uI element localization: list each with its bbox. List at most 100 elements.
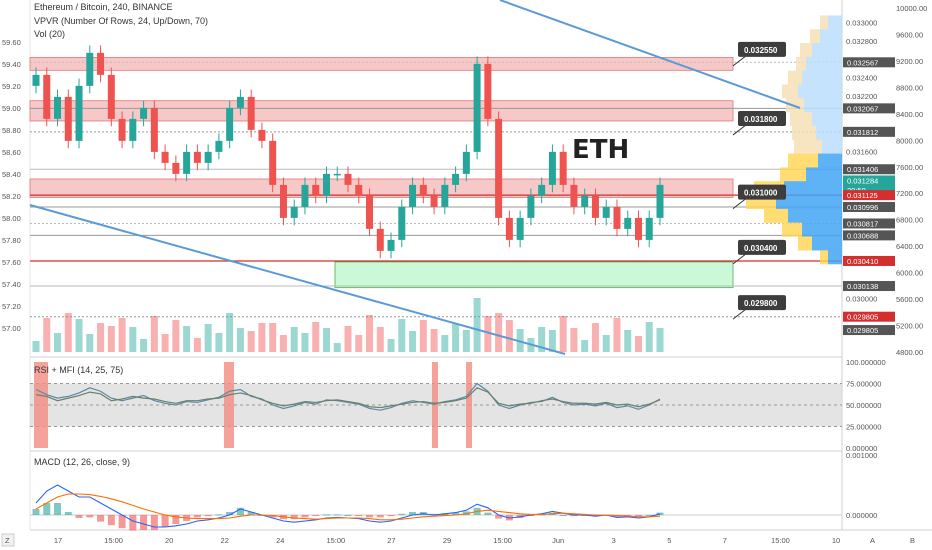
macd-hist-3 <box>64 512 72 515</box>
macd-hist-49 <box>559 515 567 516</box>
candle-body-32 <box>376 228 384 251</box>
left-tick-0: 59.60 <box>2 38 21 47</box>
price-tag-box-4 <box>843 175 895 186</box>
vp-row-down-4 <box>802 70 842 85</box>
candle-body-2 <box>54 96 62 119</box>
left-tick-5: 58.60 <box>2 148 21 157</box>
price-tag-box-12 <box>843 311 895 322</box>
vp-row-up-15 <box>782 222 802 237</box>
timezone-badge[interactable] <box>1 533 15 547</box>
candle-body-4 <box>75 85 83 141</box>
volume-bar-42 <box>484 316 492 352</box>
candle-body-57 <box>645 217 653 240</box>
macd-hist-7 <box>107 515 115 526</box>
log-scale-button[interactable]: B <box>910 536 915 545</box>
volume-bar-53 <box>602 335 610 352</box>
time-tick-12: 7 <box>723 536 727 545</box>
volume-profile-layer <box>746 15 842 265</box>
price-tag-label-4: 0.031284 <box>847 176 878 185</box>
macd-hist-4 <box>75 515 83 518</box>
left-tick-10: 57.60 <box>2 258 21 267</box>
vp-row-down-7 <box>812 112 842 127</box>
volume-tick-0: 10000.00 <box>896 4 927 13</box>
vpvr-label[interactable]: VPVR (Number Of Rows, 24, Up/Down, 70) <box>34 16 208 26</box>
left-tick-6: 58.40 <box>2 170 21 179</box>
candle-body-9 <box>129 118 137 141</box>
candle-body-24 <box>290 206 298 218</box>
price-tag-box-6 <box>843 190 895 201</box>
macd-label[interactable]: MACD (12, 26, close, 9) <box>34 457 130 467</box>
volume-bar-25 <box>301 333 309 352</box>
callout-pointer-2 <box>732 198 747 210</box>
volume-bar-33 <box>387 339 395 352</box>
time-tick-11: 5 <box>667 536 671 545</box>
time-tick-5: 15:00 <box>326 536 345 545</box>
auto-scale-button[interactable]: A <box>870 536 875 545</box>
candle-body-55 <box>624 217 632 229</box>
macd-hist-56 <box>634 515 642 517</box>
macd-hist-17 <box>215 514 223 516</box>
candle-body-26 <box>312 184 320 196</box>
vp-row-down-17 <box>828 250 842 265</box>
timezone-badge-label: Z <box>5 536 10 545</box>
macd-hist-30 <box>355 515 363 516</box>
volume-bar-52 <box>591 323 599 352</box>
price-tag-label-1: 0.032067 <box>847 104 878 113</box>
volume-tick-2: 9200.00 <box>896 57 923 66</box>
macd-hist-29 <box>344 515 352 516</box>
macd-hist-8 <box>118 515 126 529</box>
volume-bar-40 <box>462 330 470 352</box>
candle-body-42 <box>484 63 492 119</box>
macd-hist-55 <box>624 515 632 516</box>
rsi-tick-2: 50.000000 <box>846 401 881 410</box>
macd-hist-16 <box>204 515 212 517</box>
volume-bar-13 <box>172 320 180 352</box>
time-axis[interactable]: 17 15:00 20 22 24 15:00 27 29 15:00 Jun 3 5 7 15:00 10 <box>54 536 840 545</box>
candle-body-34 <box>398 206 406 240</box>
volume-tick-12: 5200.00 <box>896 322 923 331</box>
price-tag-label-11: 0.030138 <box>847 282 878 291</box>
volume-bar-34 <box>398 319 406 352</box>
vp-row-down-1 <box>820 29 842 44</box>
candle-body-47 <box>538 184 546 196</box>
callout-box-3 <box>738 239 786 255</box>
price-tag-label-12: 0.029805 <box>847 313 878 322</box>
left-tick-7: 58.20 <box>2 192 21 201</box>
trendlines-layer <box>29 0 801 355</box>
macd-hist-28 <box>333 514 341 516</box>
macd-hist-25 <box>301 515 309 518</box>
volume-bar-43 <box>495 313 503 352</box>
candle-body-12 <box>161 151 169 163</box>
rsi-tick-4: 0.000000 <box>846 444 877 453</box>
vp-row-down-8 <box>816 125 842 140</box>
volume-bar-15 <box>193 338 201 352</box>
price-tag-box-11 <box>843 281 895 292</box>
macd-hist-2 <box>54 503 62 515</box>
candle-body-3 <box>64 96 72 141</box>
callout-label-4: 0.029800 <box>744 299 778 308</box>
volume-tick-1: 9600.00 <box>896 30 923 39</box>
vp-row-up-2 <box>800 43 812 58</box>
macd-hist-57 <box>645 515 653 516</box>
macd-hist-9 <box>129 515 137 531</box>
rsi-label[interactable]: RSI + MFI (14, 25, 75) <box>34 365 123 375</box>
macd-hist-6 <box>97 515 105 522</box>
price-tag-label-13: 0.029805 <box>847 326 878 335</box>
volume-bar-3 <box>64 313 72 352</box>
candle-body-23 <box>279 184 287 218</box>
macd-panel: 0.001000 0.000000 <box>30 451 877 531</box>
volume-bar-57 <box>645 322 653 352</box>
zone-resistance-1 <box>29 100 734 122</box>
vp-row-down-12 <box>784 181 842 196</box>
volume-tick-5: 8000.00 <box>896 136 923 145</box>
candle-body-46 <box>527 195 535 218</box>
callout-label-2: 0.031000 <box>744 189 778 198</box>
vp-row-up-16 <box>798 236 812 251</box>
volume-label[interactable]: Vol (20) <box>34 29 65 39</box>
time-tick-4: 24 <box>276 536 284 545</box>
price-tag-label-6: 0.031125 <box>847 191 878 200</box>
price-tag-label-3: 0.031406 <box>847 165 878 174</box>
volume-bar-14 <box>183 326 191 352</box>
vp-row-down-16 <box>812 236 842 251</box>
